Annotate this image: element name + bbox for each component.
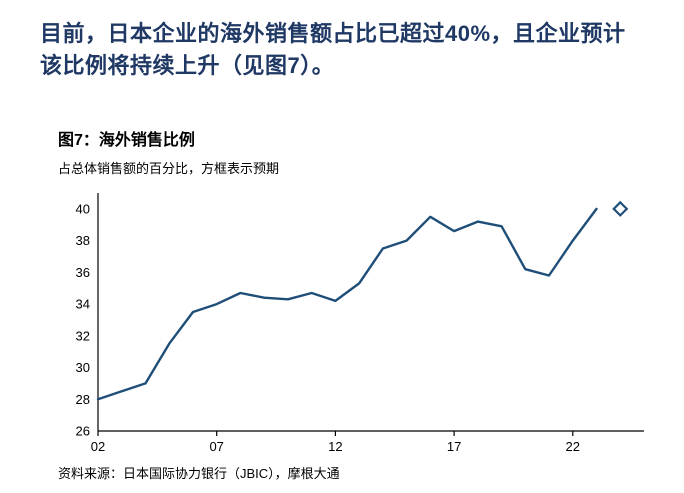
y-tick-label: 32 (76, 328, 90, 343)
figure-7: 图7：海外销售比例 占总体销售额的百分比，方框表示预期 26 28 30 32 34 36… (58, 126, 658, 482)
y-tick-label: 28 (76, 392, 90, 407)
y-tick-label: 34 (76, 296, 90, 311)
chart-title: 图7：海外销售比例 (58, 131, 195, 149)
chart-subtitle: 占总体销售额的百分比，方框表示预期 (58, 160, 280, 176)
y-tick-label: 30 (76, 360, 90, 375)
y-tick-label: 36 (76, 265, 90, 280)
forecast-diamond-marker (612, 200, 629, 217)
y-tick-label: 26 (76, 423, 90, 438)
overseas-sales-series-line (96, 207, 598, 401)
x-tick-label: 07 (209, 439, 223, 454)
x-tick-label: 22 (566, 439, 580, 454)
x-tick-label: 17 (447, 439, 461, 454)
x-tick-label: 12 (328, 439, 342, 454)
intro-paragraph: 目前，日本企业的海外销售额占比已超过40%，且企业预计该比例将持续上升（见图7）… (40, 21, 626, 78)
overseas-sales-line-chart: 26 28 30 32 34 36 38 40 02 07 12 17 22 (76, 192, 644, 454)
y-tick-label: 40 (76, 201, 90, 216)
x-tick-label: 02 (91, 439, 105, 454)
source-note: 资料来源：日本国际协力银行（JBIC），摩根大通 (58, 465, 340, 481)
y-tick-label: 38 (76, 233, 90, 248)
